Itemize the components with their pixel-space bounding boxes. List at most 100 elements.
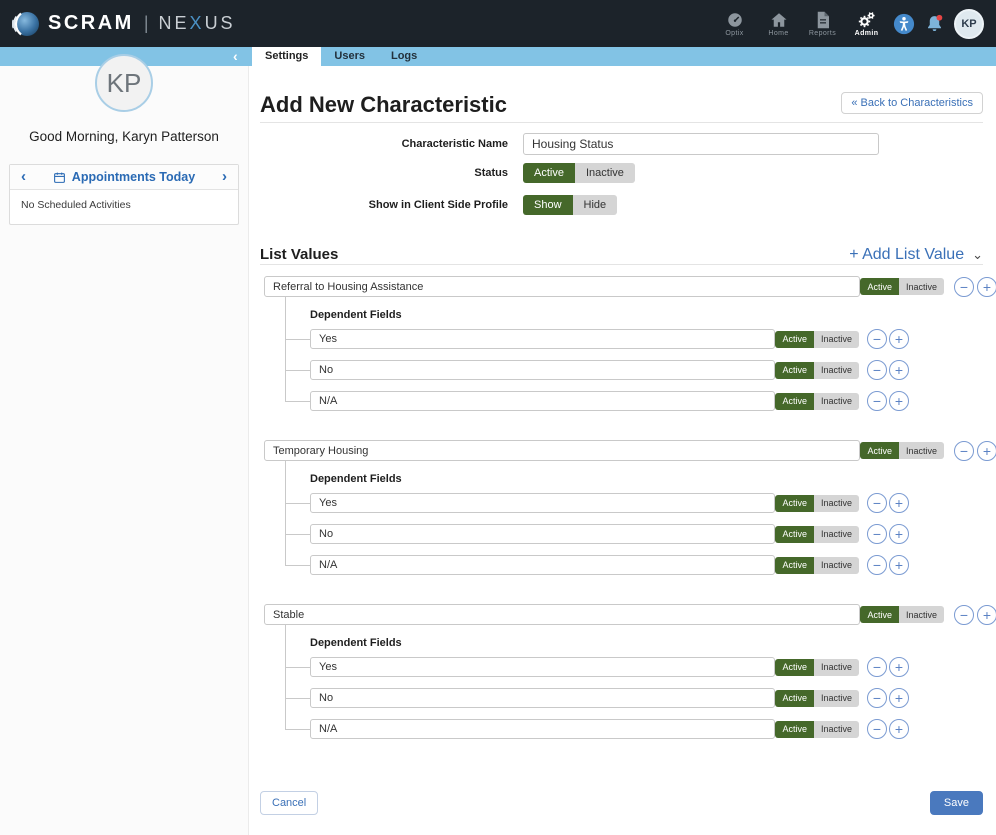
list-value-inactive-option[interactable]: Inactive [898,606,944,623]
appointments-header: ‹ Appointments Today › [10,165,238,190]
dependent-inactive-option[interactable]: Inactive [813,658,859,676]
appointments-next-button[interactable]: › [222,168,227,185]
remove-dependent-button[interactable]: − [867,524,887,544]
dependent-inactive-option[interactable]: Inactive [813,392,859,410]
dependent-inactive-option[interactable]: Inactive [813,494,859,512]
remove-dependent-button[interactable]: − [867,657,887,677]
back-to-characteristics-button[interactable]: « Back to Characteristics [841,92,983,114]
dependent-active-option[interactable]: Active [775,361,814,379]
remove-list-value-button[interactable]: − [954,276,974,297]
dependent-inactive-option[interactable]: Inactive [813,689,859,707]
dependent-active-option[interactable]: Active [775,658,814,676]
dependent-active-option[interactable]: Active [775,330,814,348]
tab-logs[interactable]: Logs [390,50,418,62]
dependent-inactive-option[interactable]: Inactive [813,720,859,738]
appointments-prev-button[interactable]: ‹ [21,168,26,185]
add-list-value-row-button[interactable]: + [977,604,996,625]
remove-dependent-button[interactable]: − [867,719,887,739]
list-value-active-option[interactable]: Active [860,606,899,623]
dependent-field-input[interactable] [310,657,776,677]
list-value-group: Active Inactive − + Dependent Fields Act… [260,440,996,575]
sidebar-collapse-icon[interactable]: ‹ [233,48,238,64]
save-button[interactable]: Save [929,791,983,815]
accessibility-button[interactable] [893,13,915,35]
appointments-widget: ‹ Appointments Today › No Scheduled Acti… [9,164,239,225]
list-value-input[interactable] [264,440,861,461]
dependent-inactive-option[interactable]: Inactive [813,525,859,543]
list-value-inactive-option[interactable]: Inactive [898,442,944,459]
dependent-field-input[interactable] [310,555,776,575]
nav-item-home[interactable]: Home [761,11,796,37]
dependent-field-row: Active Inactive − + [285,555,909,575]
status-inactive-option[interactable]: Inactive [574,163,635,183]
dependent-field-input[interactable] [310,391,776,411]
remove-list-value-button[interactable]: − [954,440,974,461]
dependent-field-row: Active Inactive − + [285,524,909,544]
sidebar: KP Good Morning, Karyn Patterson ‹ Appoi… [0,54,249,835]
add-dependent-button[interactable]: + [889,329,909,349]
remove-dependent-button[interactable]: − [867,329,887,349]
add-dependent-button[interactable]: + [889,688,909,708]
add-dependent-button[interactable]: + [889,719,909,739]
list-value-input[interactable] [264,604,861,625]
main-content: Add New Characteristic « Back to Charact… [249,66,996,815]
dependent-active-option[interactable]: Active [775,494,814,512]
dependent-active-option[interactable]: Active [775,556,814,574]
status-active-option[interactable]: Active [523,163,575,183]
add-dependent-button[interactable]: + [889,657,909,677]
status-toggle: Active Inactive [523,163,635,183]
profile-hide-option[interactable]: Hide [572,195,618,215]
dependent-field-input[interactable] [310,719,776,739]
remove-dependent-button[interactable]: − [867,688,887,708]
nav-item-admin[interactable]: Admin [849,10,884,37]
remove-dependent-button[interactable]: − [867,391,887,411]
profile-show-option[interactable]: Show [523,195,573,215]
add-dependent-button[interactable]: + [889,391,909,411]
dependent-field-row: Active Inactive − + [285,719,909,739]
bell-icon [928,14,943,32]
remove-dependent-button[interactable]: − [867,555,887,575]
remove-dependent-button[interactable]: − [867,493,887,513]
list-value-input[interactable] [264,276,861,297]
cancel-button[interactable]: Cancel [260,791,319,815]
add-dependent-button[interactable]: + [889,493,909,513]
add-dependent-button[interactable]: + [889,555,909,575]
dependent-field-input[interactable] [310,360,776,380]
add-list-value-button[interactable]: + Add List Value [849,245,965,263]
dependent-active-option[interactable]: Active [775,689,814,707]
add-dependent-button[interactable]: + [889,360,909,380]
remove-dependent-button[interactable]: − [867,360,887,380]
nav-item-optix[interactable]: Optix [717,11,752,37]
characteristic-name-label: Characteristic Name [401,138,508,150]
dependent-inactive-option[interactable]: Inactive [813,330,859,348]
dependent-status-toggle: Active Inactive [775,556,859,574]
add-list-value-row-button[interactable]: + [977,276,996,297]
list-value-active-option[interactable]: Active [860,442,899,459]
dependent-field-input[interactable] [310,688,776,708]
nav-item-reports[interactable]: Reports [805,11,840,37]
tab-users[interactable]: Users [334,50,365,62]
dependent-active-option[interactable]: Active [775,720,814,738]
dependent-status-toggle: Active Inactive [775,525,859,543]
user-avatar-menu[interactable]: KP [954,8,984,39]
list-value-active-option[interactable]: Active [860,278,899,295]
characteristic-name-input[interactable] [523,133,879,155]
add-list-value-row-button[interactable]: + [977,440,996,461]
remove-list-value-button[interactable]: − [954,604,974,625]
dependent-status-toggle: Active Inactive [775,658,859,676]
dependent-inactive-option[interactable]: Inactive [813,556,859,574]
dependent-field-input[interactable] [310,329,776,349]
dependent-field-input[interactable] [310,524,776,544]
dependent-field-input[interactable] [310,493,776,513]
dependent-active-option[interactable]: Active [775,392,814,410]
list-value-inactive-option[interactable]: Inactive [898,278,944,295]
dependent-inactive-option[interactable]: Inactive [813,361,859,379]
chevron-down-icon[interactable]: ⌄ [972,246,983,262]
calendar-icon [53,172,65,183]
add-dependent-button[interactable]: + [889,524,909,544]
tree-connector-line [285,461,286,565]
notifications-button[interactable] [924,13,945,34]
tab-settings[interactable]: Settings [252,47,322,66]
dependent-active-option[interactable]: Active [775,525,814,543]
dependent-status-toggle: Active Inactive [775,392,859,410]
